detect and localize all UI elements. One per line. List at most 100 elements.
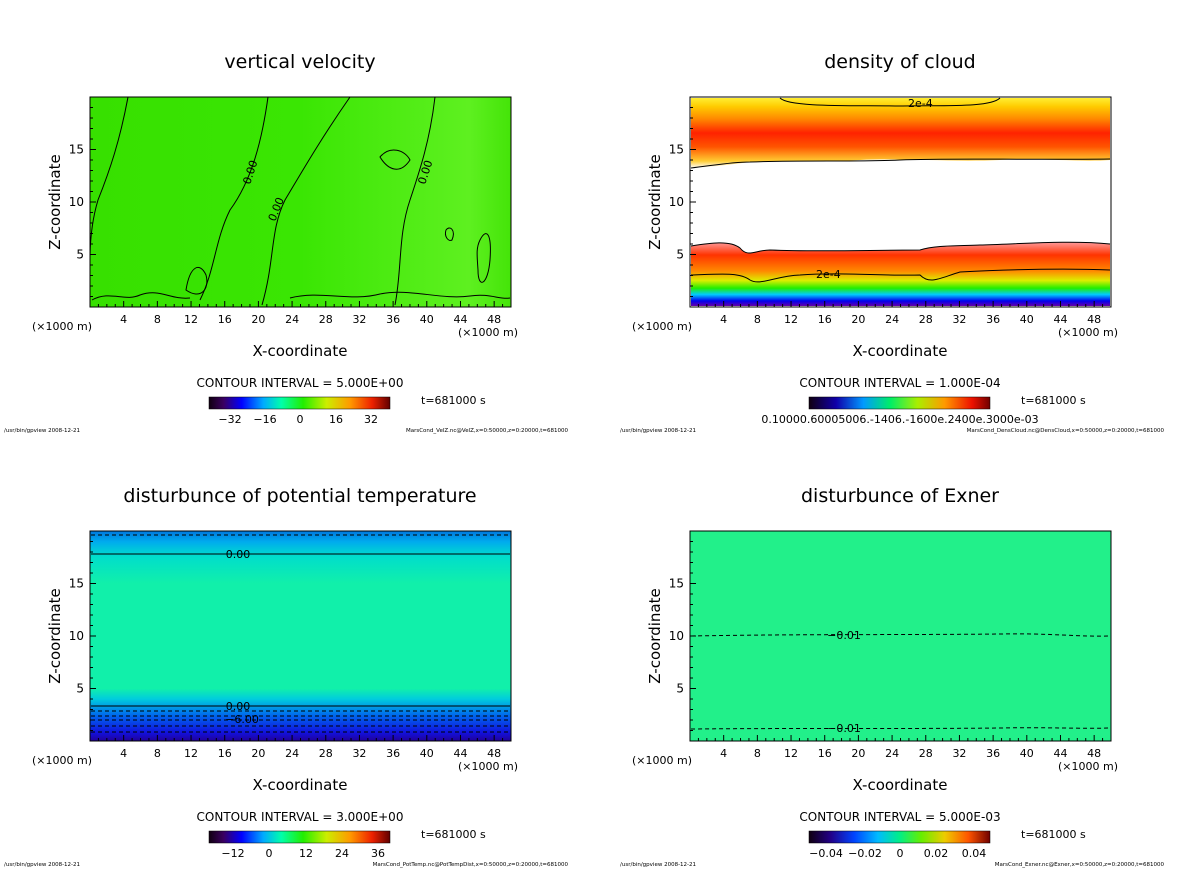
panel-vertical-velocity: vertical velocity 0.00 0.00 0.00 4 8 12 16 2… [0, 0, 600, 434]
chart-title: vertical velocity [224, 51, 375, 73]
colorbar [208, 830, 391, 844]
cloud-lower-layer [691, 242, 1110, 306]
cloud-upper-layer [691, 98, 1110, 168]
y-tick-label: 5 [76, 682, 84, 696]
x-axis-label: X-coordinate [853, 342, 948, 360]
x-ticks: 4 8 12 16 20 24 28 32 36 40 44 48 [97, 301, 504, 326]
chart-title: density of cloud [824, 51, 976, 73]
x-tick-label: 40 [1020, 313, 1034, 326]
colorbar-label: 0 [266, 847, 273, 860]
x-tick-label: 12 [184, 747, 198, 760]
footer-left: /usr/bin/gpview 2008-12-21 [620, 862, 696, 868]
panel-potential-temperature: disturbunce of potential temperature 0.0… [0, 434, 600, 868]
contour-label: 2e-4 [908, 97, 933, 110]
chart-title: disturbunce of Exner [801, 485, 999, 507]
x-tick-label: 36 [986, 747, 1000, 760]
time-label: t=681000 s [1021, 828, 1086, 841]
x-tick-label: 48 [1087, 313, 1101, 326]
x-unit-right: (×1000 m) [1058, 760, 1118, 773]
x-ticks: 4 8 12 16 20 24 28 32 36 40 44 48 [697, 301, 1104, 326]
x-tick-label: 28 [319, 313, 333, 326]
y-ticks: 5 10 15 [69, 107, 96, 297]
x-tick-label: 16 [218, 747, 232, 760]
plot-area [89, 96, 512, 308]
colorbar-label: −16 [253, 413, 276, 426]
time-label: t=681000 s [421, 828, 486, 841]
x-tick-label: 4 [120, 747, 127, 760]
contour-label: −0.01 [827, 722, 861, 735]
colorbar-label: 0.02 [924, 847, 949, 860]
x-tick-label: 48 [487, 313, 501, 326]
x-tick-label: 40 [420, 747, 434, 760]
x-tick-label: 24 [885, 313, 899, 326]
x-tick-label: 4 [720, 313, 727, 326]
x-tick-label: 24 [285, 747, 299, 760]
contour-lines [690, 633, 1111, 730]
x-tick-label: 4 [120, 313, 127, 326]
x-axis-label: X-coordinate [853, 776, 948, 794]
footer-right: MarsCond_DensCloud.nc@DensCloud,x=0:5000… [967, 428, 1165, 434]
contour-lines [91, 534, 510, 733]
contour-label: 0.00 [226, 548, 251, 561]
y-axis-label: Z-coordinate [46, 588, 64, 683]
x-tick-label: 36 [386, 313, 400, 326]
y-axis-label: Z-coordinate [646, 154, 664, 249]
x-tick-label: 48 [487, 747, 501, 760]
x-tick-label: 28 [319, 747, 333, 760]
footer-left: /usr/bin/gpview 2008-12-21 [4, 428, 80, 434]
x-tick-label: 12 [784, 313, 798, 326]
contour-label: −6.00 [225, 713, 259, 726]
x-tick-label: 44 [453, 313, 467, 326]
plot-area [689, 530, 1112, 742]
colorbar-label: 0.10000.60005006.-1406.-1600e.2400e.3000… [761, 413, 1038, 426]
contour-label: 2e-4 [816, 268, 841, 281]
y-tick-label: 5 [676, 248, 684, 262]
footer-right: MarsCond_VelZ.nc@VelZ,x=0:50000,z=0:2000… [406, 428, 569, 434]
chart-svg-pottemp: disturbunce of potential temperature 0.0… [4, 485, 569, 868]
x-tick-label: 20 [851, 747, 865, 760]
x-tick-label: 44 [1053, 313, 1067, 326]
colorbar-label: −12 [221, 847, 244, 860]
colorbar-label: 12 [299, 847, 313, 860]
time-label: t=681000 s [1021, 394, 1086, 407]
colorbar-label: 0 [897, 847, 904, 860]
x-tick-label: 16 [818, 747, 832, 760]
contour-interval: CONTOUR INTERVAL = 5.000E-03 [799, 810, 1000, 824]
footer-left: /usr/bin/gpview 2008-12-21 [620, 428, 696, 434]
x-unit-left: (×1000 m) [32, 754, 92, 767]
x-tick-label: 48 [1087, 747, 1101, 760]
x-tick-label: 24 [885, 747, 899, 760]
footer-right: MarsCond_PotTemp.nc@PotTempDist,x=0:5000… [373, 862, 569, 868]
y-tick-label: 15 [669, 577, 684, 591]
y-tick-label: 10 [669, 195, 684, 209]
x-tick-label: 20 [851, 313, 865, 326]
x-tick-label: 8 [754, 747, 761, 760]
y-tick-label: 5 [676, 682, 684, 696]
x-tick-label: 16 [818, 313, 832, 326]
x-unit-left: (×1000 m) [632, 754, 692, 767]
x-tick-label: 8 [154, 313, 161, 326]
colorbar [808, 396, 991, 410]
y-ticks: 5 10 15 [69, 541, 96, 731]
contour-label: 0.00 [226, 700, 251, 713]
colorbar-label: 32 [364, 413, 378, 426]
x-tick-label: 44 [453, 747, 467, 760]
colorbar-label: 16 [329, 413, 343, 426]
y-tick-label: 10 [69, 629, 84, 643]
x-tick-label: 16 [218, 313, 232, 326]
x-tick-label: 36 [386, 747, 400, 760]
x-tick-label: 40 [1020, 747, 1034, 760]
panel-density-of-cloud: density of cloud 2e-4 2e-4 4 8 12 16 20 24 28 3… [600, 0, 1200, 434]
x-tick-label: 12 [184, 313, 198, 326]
x-ticks: 4 8 12 16 20 24 28 32 36 40 44 48 [97, 735, 504, 760]
y-tick-label: 10 [69, 195, 84, 209]
x-tick-label: 32 [352, 747, 366, 760]
x-tick-label: 8 [754, 313, 761, 326]
time-label: t=681000 s [421, 394, 486, 407]
y-axis-label: Z-coordinate [46, 154, 64, 249]
colorbar [808, 830, 991, 844]
contour-lines [690, 97, 1111, 283]
x-unit-left: (×1000 m) [32, 320, 92, 333]
y-tick-label: 15 [69, 143, 84, 157]
x-tick-label: 40 [420, 313, 434, 326]
